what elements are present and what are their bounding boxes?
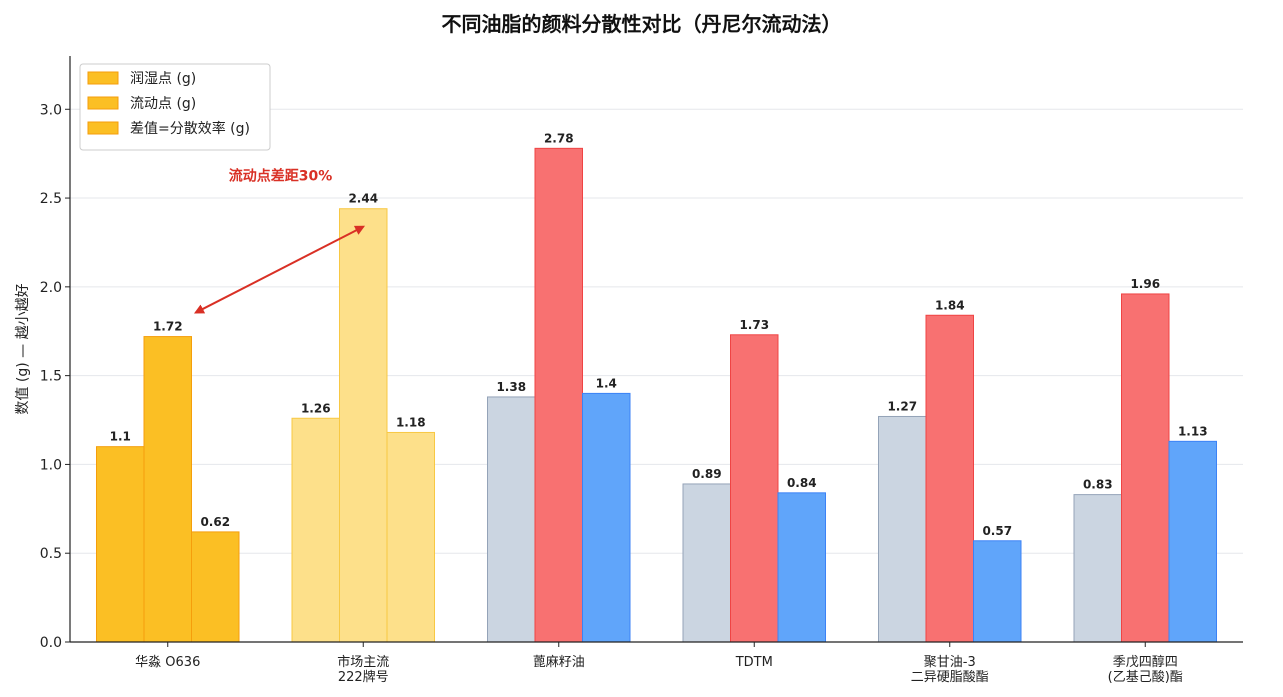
- legend-label: 润湿点 (g): [130, 71, 196, 87]
- data-label: 1.27: [887, 399, 917, 413]
- y-tick-label: 0.5: [40, 546, 62, 562]
- bar-2-2: [582, 392, 631, 643]
- data-label: 1.18: [396, 415, 426, 429]
- annotation: 流动点差距30%: [193, 168, 366, 314]
- y-axis-label: 数值 (g) — 越小越好: [15, 283, 31, 414]
- x-tick-label: 季戊四醇四: [1113, 654, 1178, 670]
- data-label: 1.38: [496, 380, 526, 394]
- x-tick-label: 蓖麻籽油: [533, 655, 585, 670]
- legend-label: 流动点 (g): [130, 96, 196, 112]
- bar-1-0: [291, 417, 340, 643]
- bar-5-1: [1121, 293, 1170, 643]
- data-label: 0.57: [982, 524, 1012, 538]
- x-tick-label: 二异硬脂酸酯: [911, 670, 989, 685]
- data-label: 2.78: [544, 131, 574, 145]
- data-label: 1.13: [1178, 424, 1208, 438]
- legend-swatch: [87, 96, 119, 110]
- data-label: 0.62: [200, 515, 230, 529]
- data-label: 1.4: [596, 376, 617, 390]
- bar-3-2: [777, 492, 826, 643]
- bar-4-2: [973, 540, 1022, 643]
- x-tick-label: TDTM: [735, 655, 773, 670]
- y-tick-label: 3.0: [40, 102, 62, 118]
- data-label: 1.72: [153, 320, 183, 334]
- y-tick-label: 1.5: [40, 369, 62, 385]
- data-label: 1.84: [935, 298, 965, 312]
- x-tick-label: 222牌号: [338, 669, 389, 685]
- bar-4-0: [878, 415, 927, 643]
- x-tick-label: (乙基己酸)酯: [1108, 670, 1183, 685]
- bar-5-2: [1168, 440, 1217, 643]
- y-tick-label: 2.5: [40, 191, 62, 207]
- data-label: 2.44: [348, 192, 378, 206]
- bar-0-2: [191, 531, 240, 643]
- data-label: 1.73: [739, 318, 769, 332]
- bar-1-1: [339, 208, 388, 643]
- data-label: 1.96: [1130, 277, 1160, 291]
- y-tick-label: 2.0: [40, 280, 62, 296]
- annotation-arrow: [193, 225, 366, 314]
- bar-5-0: [1073, 494, 1122, 643]
- x-tick-label: 聚甘油-3: [924, 655, 976, 670]
- bar-4-1: [925, 314, 974, 643]
- data-labels: 1.1 1.72 0.62 1.26 2.44 1.18 1.38 2.78 1.4 0.89 1.…: [110, 131, 1208, 537]
- bar-3-0: [682, 483, 731, 643]
- data-label: 1.1: [110, 430, 131, 444]
- legend-swatch: [87, 121, 119, 135]
- bar-2-0: [487, 396, 536, 643]
- bar-3-1: [730, 334, 779, 643]
- bar-1-2: [386, 431, 435, 643]
- bar-0-1: [143, 336, 192, 643]
- legend-label: 差值=分散效率 (g): [130, 120, 250, 137]
- data-label: 1.26: [301, 401, 331, 415]
- chart-title: 不同油脂的颜料分散性对比（丹尼尔流动法）: [441, 12, 842, 36]
- legend-box: [79, 63, 271, 151]
- annotation-text: 流动点差距30%: [229, 168, 333, 185]
- x-tick-label: 市场主流: [337, 654, 389, 670]
- legend-swatch: [87, 71, 119, 85]
- y-tick-label: 1.0: [40, 457, 62, 473]
- x-tick-label: 华淼 O636: [135, 655, 200, 670]
- y-tick-label: 0.0: [40, 635, 62, 651]
- data-label: 0.89: [692, 467, 722, 481]
- bars: [96, 147, 1217, 643]
- bar-0-0: [96, 446, 145, 643]
- data-label: 0.83: [1083, 478, 1113, 492]
- bar-2-1: [534, 147, 583, 643]
- legend: 润湿点 (g) 流动点 (g) 差值=分散效率 (g): [79, 63, 271, 151]
- data-label: 0.84: [787, 476, 817, 490]
